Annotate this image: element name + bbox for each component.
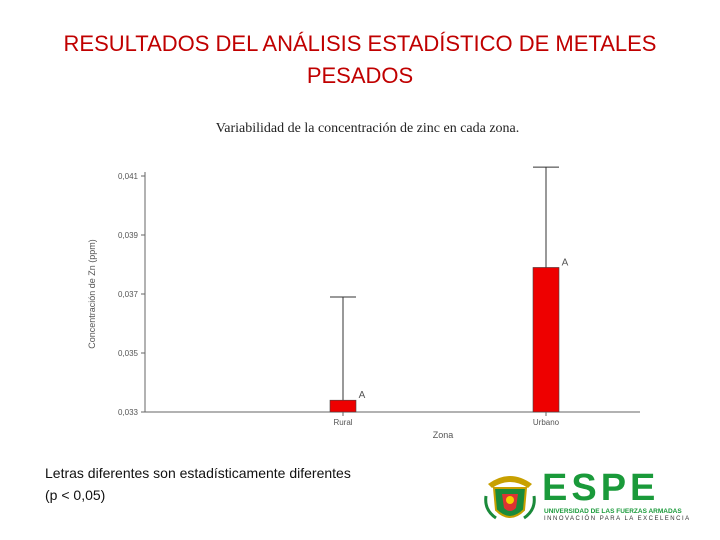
espe-wordmark: ESPE	[542, 467, 660, 509]
y-axis-label: Concentración de Zn (ppm)	[87, 239, 97, 349]
bar	[329, 399, 357, 413]
note-line-2: (p < 0,05)	[45, 487, 106, 503]
x-tick-label: Urbano	[533, 418, 560, 427]
chart-title: Variabilidad de la concentración de zinc…	[215, 121, 520, 136]
university-crest-icon	[484, 476, 536, 520]
espe-university-name: UNIVERSIDAD DE LAS FUERZAS ARMADAS	[544, 508, 682, 515]
significance-note: Letras diferentes son estadísticamente d…	[45, 462, 445, 506]
note-line-1: Letras diferentes son estadísticamente d…	[45, 465, 351, 481]
x-axis-label: Zona	[433, 430, 454, 440]
significance-letter: A	[562, 257, 569, 268]
bar	[532, 267, 560, 413]
y-tick-label: 0,033	[118, 408, 139, 417]
y-tick-label: 0,037	[118, 290, 139, 299]
y-tick-label: 0,041	[118, 172, 139, 181]
x-tick-label: Rural	[333, 418, 352, 427]
significance-letter: A	[359, 390, 366, 401]
y-tick-label: 0,035	[118, 349, 139, 358]
slide-title: RESULTADOS DEL ANÁLISIS ESTADÍSTICO DE M…	[63, 31, 657, 88]
espe-motto: INNOVACIÓN PARA LA EXCELENCIA	[544, 516, 691, 522]
espe-logo: ESPE UNIVERSIDAD DE LAS FUERZAS ARMADAS …	[480, 466, 705, 526]
y-tick-label: 0,039	[118, 231, 139, 240]
